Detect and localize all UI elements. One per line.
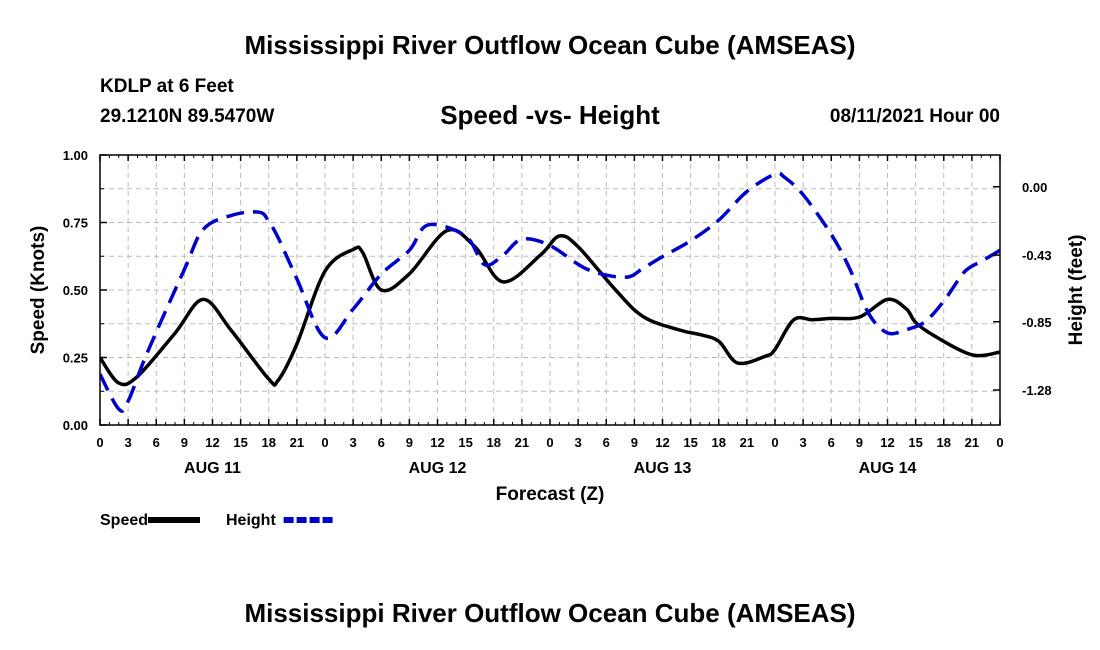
x-axis-title: Forecast (Z) bbox=[496, 484, 605, 505]
x-tick-label: 3 bbox=[800, 435, 807, 450]
y-tick-label: 0.50 bbox=[63, 283, 88, 298]
x-tick-label: 12 bbox=[880, 435, 894, 450]
y-tick-label: 0.00 bbox=[63, 418, 88, 433]
x-tick-label: 6 bbox=[603, 435, 610, 450]
date-label: AUG 14 bbox=[859, 460, 917, 477]
x-tick-label: 15 bbox=[908, 435, 922, 450]
x-tick-label: 15 bbox=[683, 435, 697, 450]
y2-tick-label: -0.43 bbox=[1022, 248, 1052, 263]
legend-label-height: Height bbox=[226, 512, 276, 529]
date-label: AUG 13 bbox=[634, 460, 692, 477]
x-tick-label: 0 bbox=[546, 435, 553, 450]
y2-tick-label: -0.85 bbox=[1022, 315, 1052, 330]
x-tick-label: 6 bbox=[828, 435, 835, 450]
x-tick-label: 15 bbox=[458, 435, 472, 450]
x-tick-label: 18 bbox=[712, 435, 726, 450]
x-tick-label: 21 bbox=[515, 435, 529, 450]
x-tick-label: 0 bbox=[321, 435, 328, 450]
x-tick-label: 18 bbox=[937, 435, 951, 450]
x-tick-label: 12 bbox=[655, 435, 669, 450]
forecast-datetime: 08/11/2021 Hour 00 bbox=[829, 106, 1000, 127]
x-tick-label: 18 bbox=[487, 435, 501, 450]
legend: Speed Height bbox=[100, 512, 336, 529]
y-tick-label: 1.00 bbox=[63, 148, 88, 163]
x-tick-label: 18 bbox=[262, 435, 276, 450]
chart-subtitle: Speed -vs- Height bbox=[440, 100, 660, 130]
chart-footer-title: Mississippi River Outflow Ocean Cube (AM… bbox=[244, 598, 856, 628]
x-tick-label: 15 bbox=[233, 435, 247, 450]
x-tick-label: 0 bbox=[96, 435, 103, 450]
series-line-height bbox=[100, 171, 1000, 413]
station-label: KDLP at 6 Feet bbox=[100, 76, 234, 97]
y2-tick-label: 0.00 bbox=[1022, 180, 1047, 195]
x-tick-label: 9 bbox=[631, 435, 638, 450]
x-tick-label: 21 bbox=[740, 435, 754, 450]
x-tick-label: 0 bbox=[996, 435, 1003, 450]
x-tick-label: 21 bbox=[965, 435, 979, 450]
x-tick-label: 6 bbox=[378, 435, 385, 450]
y-axis-title: Speed (Knots) bbox=[28, 226, 49, 355]
x-tick-label: 9 bbox=[181, 435, 188, 450]
axis-ticks bbox=[99, 154, 1001, 426]
y2-tick-label: -1.28 bbox=[1022, 383, 1052, 398]
y-tick-label: 0.75 bbox=[63, 216, 88, 231]
x-tick-label: 9 bbox=[856, 435, 863, 450]
x-tick-label: 21 bbox=[290, 435, 304, 450]
date-label: AUG 12 bbox=[409, 460, 467, 477]
x-tick-label: 3 bbox=[350, 435, 357, 450]
x-tick-label: 3 bbox=[125, 435, 132, 450]
y-tick-label: 0.25 bbox=[63, 351, 88, 366]
x-tick-label: 12 bbox=[430, 435, 444, 450]
date-label: AUG 11 bbox=[184, 460, 241, 477]
grid-lines bbox=[100, 155, 1000, 425]
x-tick-label: 0 bbox=[771, 435, 778, 450]
legend-label-speed: Speed bbox=[100, 512, 148, 529]
axis-labels: 0 3 6 9 12 15 18 21 0 3 6 9 12 15 18 21 0 3 6 9 12 15 18 21 0 3 6 9… bbox=[28, 148, 1087, 505]
x-tick-label: 12 bbox=[205, 435, 219, 450]
x-tick-label: 9 bbox=[406, 435, 413, 450]
coordinates-label: 29.1210N 89.5470W bbox=[100, 106, 275, 127]
x-tick-label: 3 bbox=[575, 435, 582, 450]
y2-axis-title: Height (feet) bbox=[1066, 235, 1087, 346]
series-line-speed bbox=[100, 227, 1000, 387]
series-layer bbox=[100, 171, 1000, 413]
x-tick-label: 6 bbox=[153, 435, 160, 450]
chart-main-title: Mississippi River Outflow Ocean Cube (AM… bbox=[244, 30, 856, 60]
